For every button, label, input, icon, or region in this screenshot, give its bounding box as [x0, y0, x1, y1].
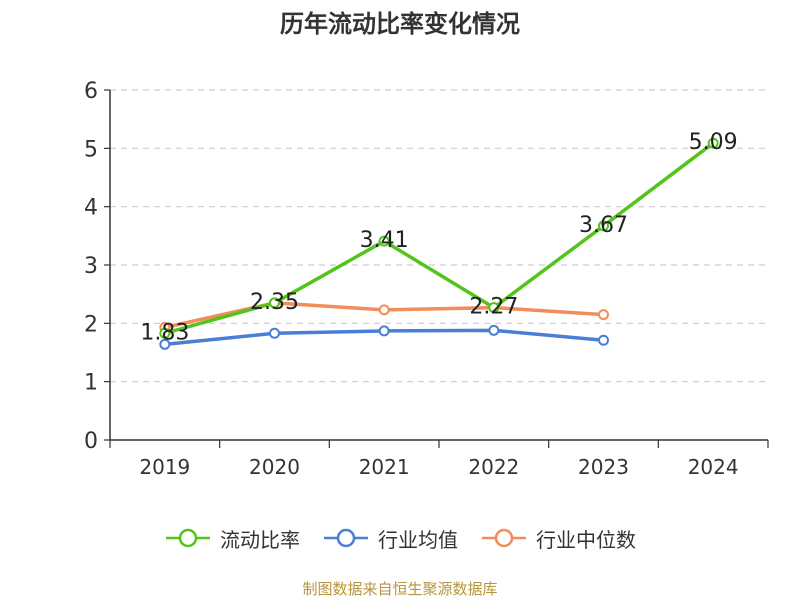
data-label: 2.35 [250, 290, 299, 315]
series-lines [159, 137, 719, 350]
x-tick-label: 2023 [578, 455, 629, 479]
x-tick-label: 2019 [139, 455, 190, 479]
x-tick-label: 2024 [688, 455, 739, 479]
legend-label-current-ratio: 流动比率 [220, 527, 300, 552]
data-label: 3.67 [579, 213, 628, 238]
data-labels: 1.83 2.35 3.41 2.27 3.67 5.09 [140, 130, 737, 345]
legend-label-industry-mean: 行业均值 [378, 527, 458, 552]
legend-item-current-ratio[interactable]: 流动比率 [164, 524, 300, 553]
legend-marker-green-icon [166, 528, 210, 548]
data-point[interactable] [269, 327, 280, 339]
data-point[interactable] [378, 325, 390, 337]
data-label: 1.83 [140, 320, 189, 345]
y-tick-label: 3 [84, 254, 98, 279]
y-tick-label: 5 [84, 137, 98, 162]
data-point[interactable] [159, 338, 171, 350]
grid-lines [110, 89, 768, 383]
data-label: 5.09 [689, 130, 738, 155]
data-point[interactable] [488, 302, 500, 314]
data-point[interactable] [378, 235, 390, 247]
data-point[interactable] [598, 309, 609, 321]
legend-item-industry-mean[interactable]: 行业均值 [322, 524, 458, 553]
data-point[interactable] [269, 297, 280, 309]
y-tick-label: 6 [84, 79, 98, 104]
axes: 0 1 2 3 4 5 6 2019 2020 2021 2022 2023 2024 [84, 79, 769, 479]
chart-title: 历年流动比率变化情况 [280, 10, 520, 38]
x-tick-label: 2020 [249, 455, 300, 479]
series-line [163, 141, 715, 335]
data-point[interactable] [488, 324, 500, 336]
y-tick-label: 0 [84, 429, 98, 454]
legend-item-industry-median[interactable]: 行业中位数 [480, 524, 636, 553]
y-tick-label: 2 [84, 312, 98, 337]
data-point[interactable] [598, 220, 609, 232]
x-tick-label: 2022 [468, 455, 519, 479]
source-note: 制图数据来自恒生聚源数据库 [302, 580, 498, 598]
legend-marker-blue-icon [324, 528, 368, 548]
data-label: 2.27 [469, 295, 518, 320]
legend: 流动比率 行业均值 行业中位数 [0, 520, 800, 556]
legend-label-industry-median: 行业中位数 [536, 527, 636, 552]
y-tick-label: 1 [84, 371, 98, 396]
legend-marker-orange-icon [482, 528, 526, 548]
data-point[interactable] [378, 304, 390, 316]
data-point[interactable] [598, 334, 609, 346]
y-tick-label: 4 [84, 196, 98, 221]
data-point[interactable] [159, 327, 171, 339]
x-tick-label: 2021 [359, 455, 410, 479]
data-point[interactable] [707, 137, 719, 149]
data-label: 3.41 [360, 228, 409, 253]
